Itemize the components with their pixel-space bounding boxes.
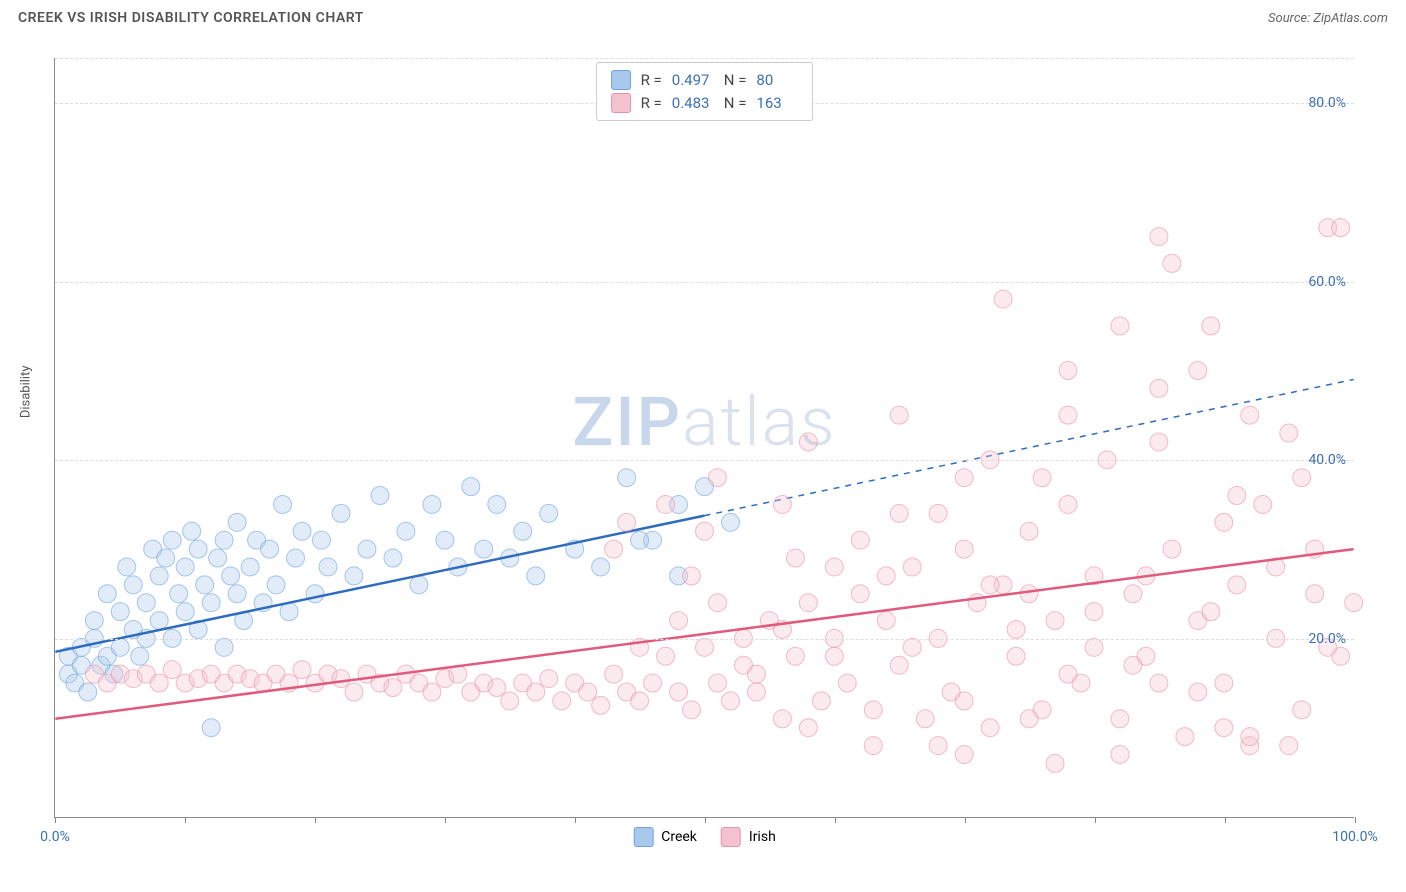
legend-bottom: Creek Irish — [633, 827, 776, 847]
legend-stats: R = 0.497 N = 80 R = 0.483 N = 163 — [596, 62, 814, 121]
swatch-irish-b — [721, 827, 741, 847]
plot-area: ZIPatlas R = 0.497 N = 80 R = 0.483 N = … — [54, 58, 1354, 818]
x-tick-label: 0.0% — [40, 829, 70, 845]
scatter-svg — [55, 58, 1354, 817]
chart-source: Source: ZipAtlas.com — [1268, 11, 1388, 26]
legend-row-creek: R = 0.497 N = 80 — [611, 69, 799, 92]
y-tick-label: 60.0% — [1308, 274, 1346, 290]
y-tick-label: 20.0% — [1308, 631, 1346, 647]
chart-title: CREEK VS IRISH DISABILITY CORRELATION CH… — [18, 10, 364, 26]
chart-header: CREEK VS IRISH DISABILITY CORRELATION CH… — [0, 0, 1406, 32]
swatch-creek-b — [633, 827, 653, 847]
chart-container: Disability ZIPatlas R = 0.497 N = 80 R =… — [34, 42, 1386, 832]
y-tick-label: 40.0% — [1308, 452, 1346, 468]
legend-item-irish: Irish — [721, 827, 776, 847]
y-tick-label: 80.0% — [1308, 95, 1346, 111]
y-axis-label: Disability — [19, 365, 34, 418]
x-tick-label: 100.0% — [1332, 829, 1377, 845]
legend-item-creek: Creek — [633, 827, 697, 847]
swatch-creek — [611, 70, 631, 90]
swatch-irish — [611, 93, 631, 113]
legend-row-irish: R = 0.483 N = 163 — [611, 92, 799, 115]
